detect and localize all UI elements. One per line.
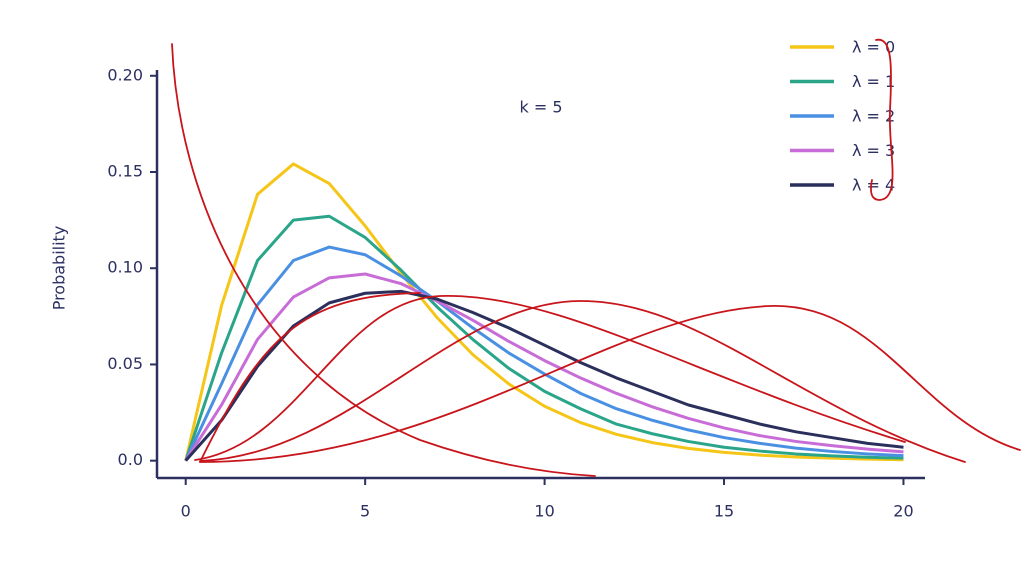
legend-label: λ = 3 xyxy=(852,141,895,160)
x-tick-label: 15 xyxy=(714,502,734,521)
y-tick-label: 0.0 xyxy=(118,450,143,469)
x-tick-label: 5 xyxy=(360,502,370,521)
series-line xyxy=(184,245,904,462)
ink-stroke xyxy=(199,292,421,463)
legend-label: λ = 2 xyxy=(852,107,895,126)
ink-stroke xyxy=(199,300,966,463)
x-tick-label: 0 xyxy=(181,502,191,521)
ink-stroke xyxy=(870,39,894,201)
ink-stroke xyxy=(171,43,596,477)
y-tick-label: 0.05 xyxy=(107,354,143,373)
x-tick-label: 10 xyxy=(534,502,554,521)
y-axis-label: Probability xyxy=(50,226,69,311)
y-tick-label: 0.10 xyxy=(107,258,143,277)
legend-label: λ = 1 xyxy=(852,72,895,91)
series-line xyxy=(184,214,904,462)
annotation: k = 5 xyxy=(519,98,562,117)
series-line xyxy=(184,272,904,462)
y-tick-label: 0.20 xyxy=(107,65,143,84)
ink-stroke xyxy=(199,305,1021,463)
series-line xyxy=(184,289,904,462)
x-tick-label: 20 xyxy=(893,502,913,521)
series-line xyxy=(184,162,904,462)
legend-label: λ = 4 xyxy=(852,176,895,195)
plot-area: 0.00.050.100.150.200 5 10 15 20λ = 0λ = 1λ =… xyxy=(107,38,925,521)
ink-stroke xyxy=(194,295,906,461)
y-tick-label: 0.15 xyxy=(107,162,143,181)
handwritten-annotations xyxy=(171,39,1021,477)
